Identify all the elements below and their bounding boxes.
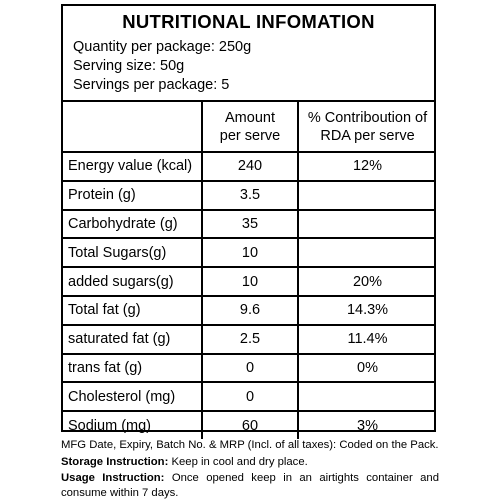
table-row: Sodium (mg) 60 3% bbox=[63, 410, 434, 439]
storage-text: Keep in cool and dry place. bbox=[168, 456, 308, 468]
table-row: Total fat (g) 9.6 14.3% bbox=[63, 295, 434, 324]
rda-percent: 0% bbox=[357, 359, 378, 376]
table-row: Energy value (kcal) 240 12% bbox=[63, 151, 434, 180]
nutrition-label: NUTRITIONAL INFOMATION Quantity per pack… bbox=[61, 4, 436, 439]
usage-instruction: Usage Instruction: Once opened keep in a… bbox=[61, 471, 439, 501]
usage-text: Once opened keep in an airtights contain… bbox=[61, 472, 439, 499]
label-title: NUTRITIONAL INFOMATION bbox=[122, 11, 375, 32]
header-rda-per-serve: % Contriboution of RDA per serve bbox=[307, 109, 428, 144]
amount-per-serve: 0 bbox=[203, 354, 299, 382]
nutrient-name: added sugars(g) bbox=[63, 268, 203, 295]
rda-percent bbox=[299, 211, 436, 238]
table-row: added sugars(g) 10 20% bbox=[63, 266, 434, 295]
rda-percent: 11.4% bbox=[347, 331, 388, 348]
amount-per-serve: 9.6 bbox=[203, 297, 299, 324]
storage-instruction: Storage Instruction: Keep in cool and dr… bbox=[61, 455, 439, 470]
table-row: saturated fat (g) 2.5 11.4% bbox=[63, 323, 434, 353]
amount-per-serve: 2.5 bbox=[203, 325, 299, 353]
amount-per-serve: 240 bbox=[203, 153, 299, 180]
table-row: Protein (g) 3.5 bbox=[63, 179, 436, 209]
rda-percent: 3% bbox=[357, 417, 378, 434]
nutrient-name: Carbohydrate (g) bbox=[63, 210, 203, 238]
serving-size: Serving size: 50g bbox=[73, 58, 185, 74]
mfg-info: MFG Date, Expiry, Batch No. & MRP (Incl.… bbox=[61, 439, 439, 451]
nutrient-name: Cholesterol (mg) bbox=[63, 383, 203, 411]
nutrient-name: Sodium (mg) bbox=[63, 412, 203, 439]
amount-per-serve: 10 bbox=[203, 268, 299, 295]
amount-per-serve: 60 bbox=[203, 412, 299, 439]
rda-percent: 12% bbox=[352, 158, 383, 175]
nutrient-name: Energy value (kcal) bbox=[63, 153, 203, 180]
servings-per-package: Servings per package: 5 bbox=[73, 77, 230, 93]
usage-label: Usage Instruction: bbox=[61, 472, 165, 484]
nutrient-name: trans fat (g) bbox=[63, 354, 203, 382]
table-row: Cholesterol (mg) 0 bbox=[63, 381, 436, 411]
table-row: trans fat (g) 0 0% bbox=[63, 352, 434, 382]
rda-percent bbox=[299, 239, 436, 266]
rda-percent: 14.3% bbox=[346, 302, 389, 319]
table-header-empty bbox=[63, 102, 203, 151]
nutrient-name: Total fat (g) bbox=[63, 297, 203, 324]
amount-per-serve: 0 bbox=[203, 383, 299, 411]
amount-per-serve: 10 bbox=[203, 239, 299, 267]
rda-percent bbox=[299, 182, 436, 209]
rda-percent: 20% bbox=[352, 273, 383, 290]
storage-label: Storage Instruction: bbox=[61, 456, 169, 468]
nutrient-name: saturated fat (g) bbox=[63, 325, 203, 353]
table-row: Carbohydrate (g) 35 bbox=[63, 208, 436, 238]
quantity-per-package: Quantity per package: 250g bbox=[73, 39, 252, 55]
amount-per-serve: 3.5 bbox=[203, 181, 299, 209]
header-amount-per-serve: Amount per serve bbox=[203, 102, 299, 151]
rda-percent bbox=[299, 383, 436, 410]
table-header-row: Amount per serve % Contriboution of RDA … bbox=[63, 100, 434, 151]
table-row: Total Sugars(g) 10 bbox=[63, 237, 436, 267]
nutrient-name: Total Sugars(g) bbox=[63, 239, 203, 267]
nutrient-name: Protein (g) bbox=[63, 181, 203, 209]
amount-per-serve: 35 bbox=[203, 210, 299, 238]
